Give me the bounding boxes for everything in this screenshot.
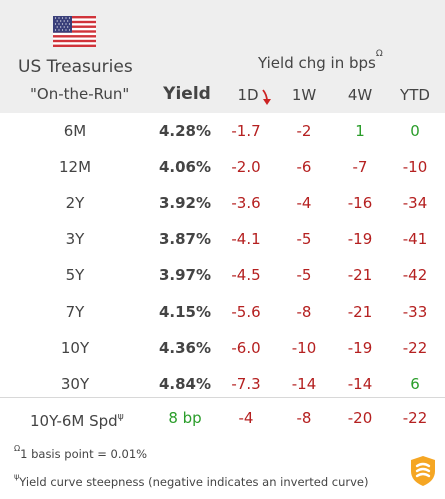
row-chg-ytd: 0 xyxy=(410,122,420,140)
row-chg-4w: -16 xyxy=(347,194,373,213)
spread-4w: -20 xyxy=(347,409,373,427)
col-header-4w[interactable]: 4W xyxy=(347,86,373,104)
spread-footnote-mark: ψ xyxy=(117,412,124,422)
row-chg-1d: -5.6 xyxy=(231,302,261,321)
footnote-2-mark: ψ xyxy=(14,472,20,481)
footnote-curve: ψYield curve steepness (negative indicat… xyxy=(14,472,369,489)
table-row[interactable]: 2Y 3.92% -3.6 -4 -16 -34 xyxy=(0,185,445,221)
table-row[interactable]: 10Y 4.36% -6.0 -10 -19 -22 xyxy=(0,330,445,366)
row-chg-ytd: -10 xyxy=(402,158,428,177)
footnote-1-text: 1 basis point = 0.01% xyxy=(20,446,148,461)
row-chg-1w: -5 xyxy=(296,266,312,285)
row-yield: 3.97% xyxy=(158,266,212,285)
sort-arrow-icon[interactable] xyxy=(260,89,274,107)
row-chg-4w: -19 xyxy=(347,338,373,357)
spread-label: 10Y-6M Spdψ xyxy=(30,400,124,436)
table-row[interactable]: 3Y 3.87% -4.1 -5 -19 -41 xyxy=(0,221,445,257)
row-tenor: 2Y xyxy=(65,194,85,213)
table-row[interactable]: 5Y 3.97% -4.5 -5 -21 -42 xyxy=(0,257,445,293)
col-header-1w[interactable]: 1W xyxy=(291,86,317,104)
row-chg-ytd: -42 xyxy=(402,266,428,285)
row-tenor: 3Y xyxy=(65,230,85,249)
row-tenor: 12M xyxy=(58,158,92,177)
row-chg-4w: -21 xyxy=(347,302,373,321)
row-chg-1w: -5 xyxy=(296,230,312,249)
row-yield: 4.84% xyxy=(158,374,212,393)
row-chg-1d: -4.1 xyxy=(231,230,261,249)
spread-divider xyxy=(0,397,445,398)
row-yield: 4.15% xyxy=(158,302,212,321)
table-row[interactable]: 30Y 4.84% -7.3 -14 -14 6 xyxy=(0,366,445,402)
spread-value: 8 bp xyxy=(168,409,202,427)
table-row[interactable]: 6M 4.28% -1.7 -2 1 0 xyxy=(0,113,445,149)
table-title: US Treasuries xyxy=(18,57,133,77)
table-row[interactable]: 7Y 4.15% -5.6 -8 -21 -33 xyxy=(0,294,445,330)
col-header-ytd[interactable]: YTD xyxy=(400,86,430,104)
brand-logo-icon xyxy=(411,456,435,486)
row-chg-1d: -1.7 xyxy=(231,122,261,140)
row-tenor: 6M xyxy=(63,122,87,140)
row-chg-4w: 1 xyxy=(355,122,365,140)
row-chg-1d: -7.3 xyxy=(231,374,261,393)
table-row[interactable]: 12M 4.06% -2.0 -6 -7 -10 xyxy=(0,149,445,185)
yield-change-header: Yield chg in bpsΩ xyxy=(258,49,408,72)
row-chg-4w: -21 xyxy=(347,266,373,285)
spread-1d: -4 xyxy=(238,409,254,427)
row-tenor: 10Y xyxy=(60,338,90,357)
yield-change-label: Yield chg in bps xyxy=(258,54,376,72)
row-chg-1w: -6 xyxy=(296,158,312,177)
row-chg-1d: -6.0 xyxy=(231,338,261,357)
row-chg-ytd: -34 xyxy=(402,194,428,213)
row-chg-1w: -8 xyxy=(296,302,312,321)
yield-change-footnote-mark: Ω xyxy=(375,49,383,59)
row-chg-ytd: -41 xyxy=(402,230,428,249)
row-chg-1d: -2.0 xyxy=(231,158,261,177)
table-subtitle: "On-the-Run" xyxy=(30,85,130,103)
spread-1w: -8 xyxy=(296,409,312,427)
row-chg-1w: -14 xyxy=(291,374,317,393)
footnote-basis-point: Ω1 basis point = 0.01% xyxy=(14,444,148,461)
row-chg-1d: -3.6 xyxy=(231,194,261,213)
row-yield: 3.92% xyxy=(158,194,212,213)
row-tenor: 30Y xyxy=(60,374,90,393)
row-tenor: 7Y xyxy=(65,302,85,321)
row-chg-ytd: 6 xyxy=(410,374,420,393)
table-header: US Treasuries "On-the-Run" Yield Yield c… xyxy=(0,0,445,113)
row-yield: 4.06% xyxy=(158,158,212,177)
col-header-1d[interactable]: 1D xyxy=(237,86,259,104)
row-chg-1w: -2 xyxy=(296,122,312,140)
row-chg-4w: -14 xyxy=(347,374,373,393)
row-chg-ytd: -22 xyxy=(402,338,428,357)
row-chg-1w: -10 xyxy=(291,338,317,357)
row-chg-4w: -19 xyxy=(347,230,373,249)
footnote-2-text: Yield curve steepness (negative indicate… xyxy=(19,474,369,489)
row-tenor: 5Y xyxy=(65,266,85,285)
row-chg-1w: -4 xyxy=(296,194,312,213)
spread-label-text: 10Y-6M Spd xyxy=(30,412,118,430)
spread-row: 10Y-6M Spdψ 8 bp -4 -8 -20 -22 xyxy=(0,400,445,436)
spread-ytd: -22 xyxy=(402,409,428,427)
row-yield: 3.87% xyxy=(158,230,212,249)
row-chg-4w: -7 xyxy=(352,158,368,177)
row-yield: 4.28% xyxy=(158,122,212,140)
yield-column-header: Yield xyxy=(163,84,211,104)
row-yield: 4.36% xyxy=(158,338,212,357)
row-chg-ytd: -33 xyxy=(402,302,428,321)
us-flag-icon xyxy=(53,16,96,47)
footnote-1-mark: Ω xyxy=(14,444,21,453)
row-chg-1d: -4.5 xyxy=(231,266,261,285)
